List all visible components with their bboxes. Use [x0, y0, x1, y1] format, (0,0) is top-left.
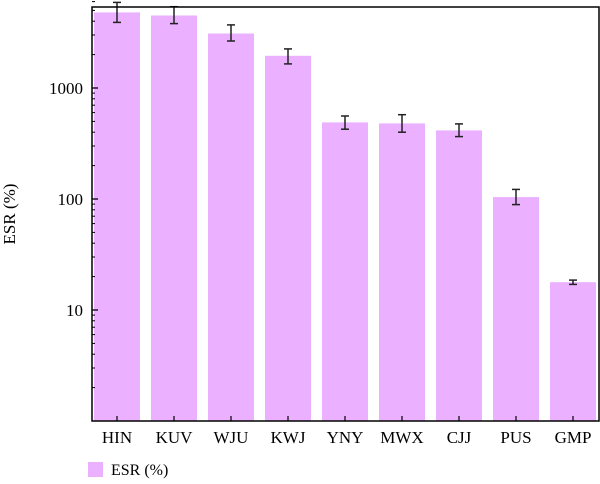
- bar-cjj: [436, 130, 482, 421]
- bar-mwx: [379, 123, 425, 422]
- bar-yny: [322, 122, 368, 422]
- error-bar-mwx: [398, 113, 406, 133]
- error-bar-yny: [341, 115, 349, 130]
- y-tick-label: 10: [66, 301, 83, 320]
- y-axis-title: ESR (%): [0, 184, 19, 245]
- x-tick-label: PUS: [500, 428, 531, 447]
- bar-hin: [94, 12, 140, 422]
- legend: ESR (%): [88, 462, 168, 479]
- bar-group: [94, 12, 596, 422]
- y-axis: 10100100010,000: [49, 1, 98, 389]
- error-bar-kwj: [284, 48, 292, 65]
- x-tick-label: HIN: [102, 428, 132, 447]
- x-tick-label: CJJ: [447, 428, 472, 447]
- error-bar-group: [113, 1, 577, 286]
- x-tick-label: WJU: [214, 428, 249, 447]
- x-tick-label: MWX: [380, 428, 423, 447]
- bar-gmp: [550, 282, 596, 421]
- x-tick-label: KWJ: [271, 428, 306, 447]
- x-tick-label: YNY: [327, 428, 364, 447]
- bar-kwj: [265, 55, 311, 422]
- bar-kuv: [151, 15, 197, 421]
- error-bar-gmp: [569, 279, 577, 286]
- y-tick-label: 100: [58, 190, 84, 209]
- bar-pus: [493, 197, 539, 421]
- x-tick-label: KUV: [156, 428, 194, 447]
- error-bar-wju: [227, 24, 235, 42]
- error-bar-hin: [113, 1, 121, 24]
- error-bar-cjj: [455, 123, 463, 138]
- x-tick-label: GMP: [555, 428, 592, 447]
- legend-swatch: [88, 462, 103, 477]
- x-axis: HIN KUV WJU KWJ YNY MWX CJJ PUS GMP: [102, 416, 592, 447]
- legend-label: ESR (%): [111, 462, 168, 479]
- bar-wju: [208, 33, 254, 421]
- y-tick-label: 1000: [49, 79, 83, 98]
- error-bar-pus: [512, 188, 520, 206]
